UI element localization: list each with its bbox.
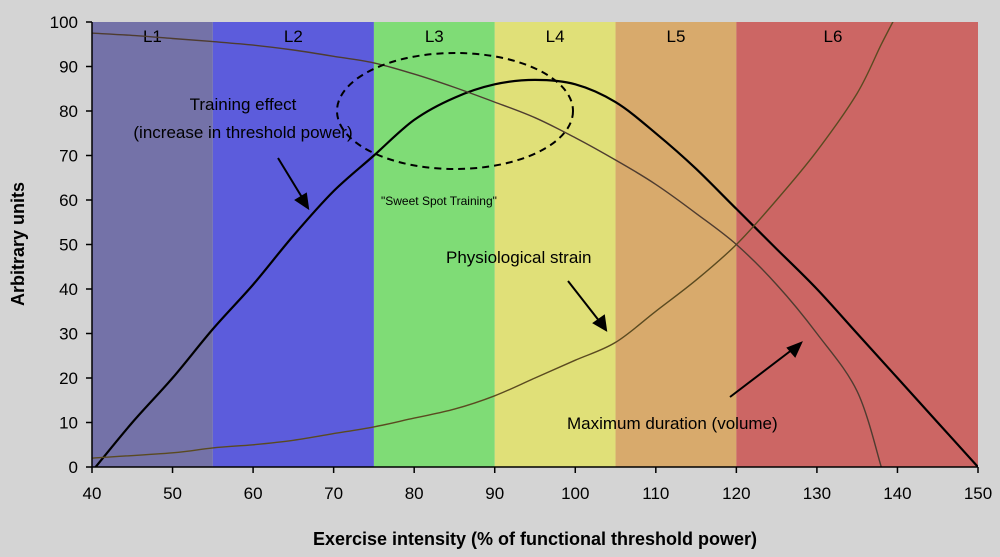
x-tick-label-40: 40 [83, 484, 102, 503]
zone-band-l1 [92, 22, 213, 467]
x-tick-label-50: 50 [163, 484, 182, 503]
x-tick-label-90: 90 [485, 484, 504, 503]
y-tick-label-70: 70 [59, 147, 78, 166]
sweet-spot-label: "Sweet Spot Training" [381, 194, 497, 208]
physiological-strain-label: Physiological strain [446, 248, 592, 267]
x-tick-label-80: 80 [405, 484, 424, 503]
zone-band-l3 [373, 22, 495, 467]
axis-ticks: 40 50 60 70 80 90 100 110 120 130 140 150 0 10 20 30 40 5… [50, 13, 993, 503]
zone-band-l5 [615, 22, 737, 467]
y-axis-title: Arbitrary units [8, 182, 28, 306]
maximum-duration-arrow [729, 341, 803, 398]
zone-band-l2 [212, 22, 374, 467]
x-tick-label-120: 120 [722, 484, 750, 503]
x-tick-label-100: 100 [561, 484, 589, 503]
series-line-physiological-strain [92, 22, 894, 459]
series-line-training-effect [94, 78, 978, 467]
y-tick-label-60: 60 [59, 191, 78, 210]
x-axis-title: Exercise intensity (% of functional thre… [313, 529, 757, 549]
physiological-strain-arrow [567, 280, 608, 332]
sweet-spot-ellipse [336, 52, 574, 170]
zone-label-l6: L6 [824, 27, 843, 46]
zone-label-l2: L2 [284, 27, 303, 46]
zone-bands: L1 L2 L3 L4 L5 L6 [92, 22, 978, 467]
zone-label-l3: L3 [425, 27, 444, 46]
y-tick-label-10: 10 [59, 414, 78, 433]
zone-band-l4 [494, 22, 616, 467]
y-tick-label-40: 40 [59, 280, 78, 299]
zone-label-l4: L4 [546, 27, 565, 46]
y-tick-label-0: 0 [69, 458, 78, 477]
y-tick-label-90: 90 [59, 58, 78, 77]
series-lines [92, 22, 978, 467]
training-effect-sublabel: (increase in threshold power) [133, 123, 352, 142]
zone-label-l5: L5 [666, 27, 685, 46]
x-tick-label-150: 150 [964, 484, 992, 503]
series-line-maximum-duration-volume [92, 32, 882, 467]
training-effect-label: Training effect [190, 95, 297, 114]
x-tick-label-70: 70 [324, 484, 343, 503]
y-tick-label-100: 100 [50, 13, 78, 32]
maximum-duration-label: Maximum duration (volume) [567, 414, 778, 433]
x-tick-label-110: 110 [642, 484, 669, 503]
y-tick-label-20: 20 [59, 369, 78, 388]
x-tick-label-60: 60 [244, 484, 263, 503]
x-tick-label-140: 140 [883, 484, 911, 503]
y-tick-label-30: 30 [59, 325, 78, 344]
y-tick-label-80: 80 [59, 102, 78, 121]
y-tick-label-50: 50 [59, 236, 78, 255]
training-effect-arrow [277, 157, 310, 211]
x-tick-label-130: 130 [803, 484, 831, 503]
